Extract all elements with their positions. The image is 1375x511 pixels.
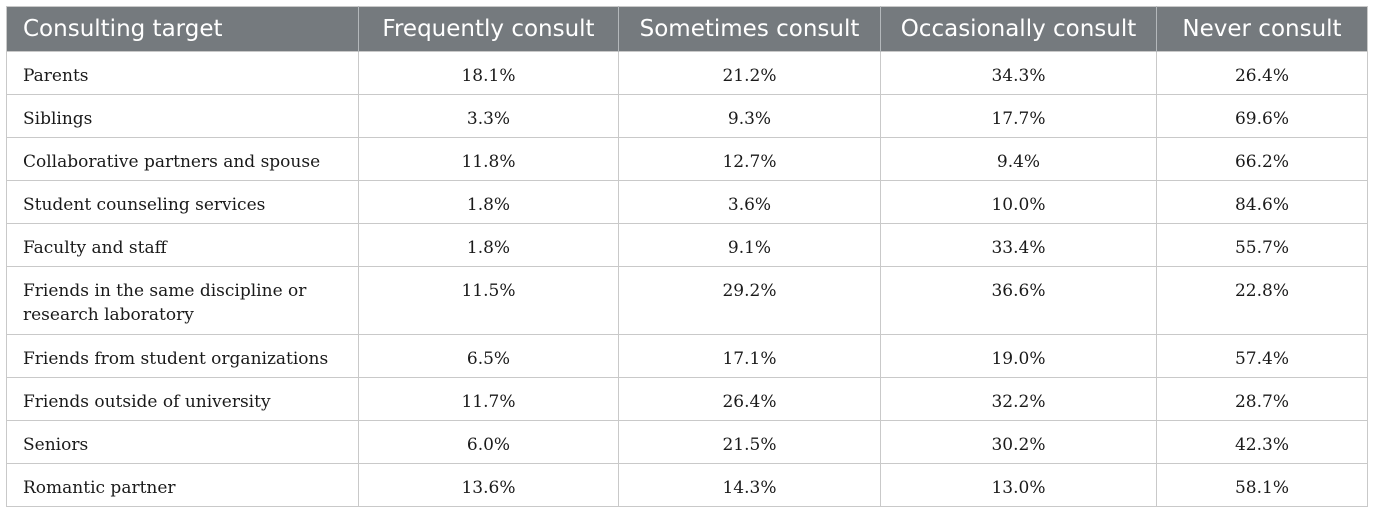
- column-header-sometimes-consult: Sometimes consult: [618, 6, 881, 52]
- cell-occasionally: 9.4%: [880, 137, 1157, 181]
- row-label: Seniors: [6, 420, 359, 464]
- column-header-consulting-target: Consulting target: [6, 6, 359, 52]
- cell-never: 42.3%: [1156, 420, 1368, 464]
- table-row: Collaborative partners and spouse 11.8% …: [6, 137, 1368, 181]
- cell-frequently: 18.1%: [358, 51, 619, 95]
- cell-frequently: 11.5%: [358, 266, 619, 335]
- cell-frequently: 6.5%: [358, 334, 619, 378]
- cell-never: 58.1%: [1156, 463, 1368, 507]
- cell-occasionally: 17.7%: [880, 94, 1157, 138]
- cell-never: 22.8%: [1156, 266, 1368, 335]
- row-label: Friends in the same discipline or resear…: [6, 266, 359, 335]
- cell-occasionally: 34.3%: [880, 51, 1157, 95]
- cell-never: 55.7%: [1156, 223, 1368, 267]
- cell-sometimes: 17.1%: [618, 334, 881, 378]
- cell-occasionally: 30.2%: [880, 420, 1157, 464]
- cell-sometimes: 9.3%: [618, 94, 881, 138]
- table-row: Friends outside of university 11.7% 26.4…: [6, 377, 1368, 421]
- column-header-occasionally-consult: Occasionally consult: [880, 6, 1157, 52]
- row-label: Student counseling services: [6, 180, 359, 224]
- cell-sometimes: 12.7%: [618, 137, 881, 181]
- cell-never: 57.4%: [1156, 334, 1368, 378]
- cell-sometimes: 21.2%: [618, 51, 881, 95]
- cell-occasionally: 36.6%: [880, 266, 1157, 335]
- row-label: Siblings: [6, 94, 359, 138]
- table-row: Faculty and staff 1.8% 9.1% 33.4% 55.7%: [6, 223, 1368, 267]
- table-row: Student counseling services 1.8% 3.6% 10…: [6, 180, 1368, 224]
- column-header-never-consult: Never consult: [1156, 6, 1368, 52]
- table-row: Parents 18.1% 21.2% 34.3% 26.4%: [6, 51, 1368, 95]
- row-label: Collaborative partners and spouse: [6, 137, 359, 181]
- row-label: Romantic partner: [6, 463, 359, 507]
- cell-never: 66.2%: [1156, 137, 1368, 181]
- cell-sometimes: 3.6%: [618, 180, 881, 224]
- cell-frequently: 3.3%: [358, 94, 619, 138]
- row-label: Friends from student organizations: [6, 334, 359, 378]
- cell-frequently: 11.8%: [358, 137, 619, 181]
- column-header-frequently-consult: Frequently consult: [358, 6, 619, 52]
- cell-occasionally: 10.0%: [880, 180, 1157, 224]
- cell-never: 69.6%: [1156, 94, 1368, 138]
- cell-occasionally: 19.0%: [880, 334, 1157, 378]
- table-row: Siblings 3.3% 9.3% 17.7% 69.6%: [6, 94, 1368, 138]
- cell-occasionally: 13.0%: [880, 463, 1157, 507]
- row-label: Faculty and staff: [6, 223, 359, 267]
- cell-frequently: 1.8%: [358, 180, 619, 224]
- table-row: Seniors 6.0% 21.5% 30.2% 42.3%: [6, 420, 1368, 464]
- cell-frequently: 13.6%: [358, 463, 619, 507]
- table-row: Friends in the same discipline or resear…: [6, 266, 1368, 335]
- cell-sometimes: 14.3%: [618, 463, 881, 507]
- cell-frequently: 6.0%: [358, 420, 619, 464]
- row-label: Parents: [6, 51, 359, 95]
- cell-occasionally: 33.4%: [880, 223, 1157, 267]
- table-row: Friends from student organizations 6.5% …: [6, 334, 1368, 378]
- cell-sometimes: 26.4%: [618, 377, 881, 421]
- cell-never: 26.4%: [1156, 51, 1368, 95]
- cell-sometimes: 21.5%: [618, 420, 881, 464]
- cell-sometimes: 9.1%: [618, 223, 881, 267]
- cell-frequently: 1.8%: [358, 223, 619, 267]
- row-label: Friends outside of university: [6, 377, 359, 421]
- header-row: Consulting target Frequently consult Som…: [6, 6, 1368, 52]
- cell-frequently: 11.7%: [358, 377, 619, 421]
- cell-never: 84.6%: [1156, 180, 1368, 224]
- cell-never: 28.7%: [1156, 377, 1368, 421]
- cell-occasionally: 32.2%: [880, 377, 1157, 421]
- consulting-table: Consulting target Frequently consult Som…: [6, 6, 1368, 507]
- cell-sometimes: 29.2%: [618, 266, 881, 335]
- table-row: Romantic partner 13.6% 14.3% 13.0% 58.1%: [6, 463, 1368, 507]
